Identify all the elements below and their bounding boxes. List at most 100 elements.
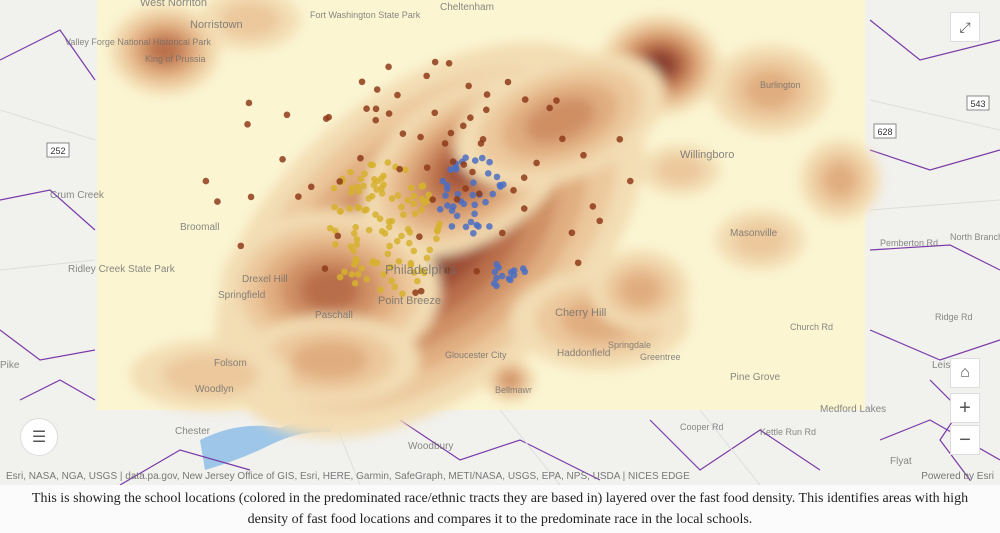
- school-point: [388, 195, 396, 202]
- school-point: [307, 183, 315, 191]
- school-point: [322, 115, 330, 122]
- place-label: Woodlyn: [195, 384, 234, 395]
- school-point: [336, 178, 344, 185]
- school-point: [423, 72, 430, 80]
- place-label: Drexel Hill: [242, 274, 288, 285]
- school-point: [429, 196, 436, 203]
- school-point: [404, 196, 412, 204]
- school-point: [420, 269, 428, 277]
- school-point: [486, 158, 493, 166]
- school-point: [471, 157, 479, 164]
- school-point: [367, 161, 375, 168]
- density-band: [822, 162, 858, 198]
- school-point: [448, 223, 456, 230]
- school-point: [348, 271, 356, 278]
- school-point: [499, 229, 506, 237]
- school-point: [357, 154, 364, 162]
- school-point: [454, 190, 462, 198]
- school-point: [405, 239, 413, 247]
- school-point: [350, 260, 358, 268]
- school-point: [385, 63, 392, 71]
- school-point: [385, 110, 393, 117]
- school-point: [426, 246, 434, 254]
- school-point: [334, 232, 342, 240]
- school-point: [336, 273, 344, 281]
- school-point: [449, 203, 457, 210]
- place-label: Woodbury: [408, 441, 453, 452]
- school-point: [384, 159, 392, 166]
- place-label: Ridge Rd: [935, 312, 973, 322]
- school-point: [369, 259, 376, 267]
- school-point: [521, 268, 529, 276]
- school-point: [417, 133, 424, 141]
- school-point: [357, 175, 365, 183]
- school-point: [321, 265, 329, 272]
- school-point: [482, 198, 489, 206]
- school-point: [425, 191, 432, 199]
- place-label: North Branch: [950, 232, 1000, 242]
- school-point: [478, 154, 486, 162]
- school-point: [493, 274, 500, 282]
- school-point: [470, 229, 477, 237]
- school-point: [417, 287, 425, 295]
- school-point: [363, 105, 370, 113]
- school-point: [546, 104, 553, 112]
- school-point: [350, 230, 358, 237]
- school-point: [462, 223, 470, 231]
- school-point: [245, 99, 253, 107]
- school-point: [386, 242, 393, 250]
- school-point: [388, 277, 395, 285]
- route-number: 252: [50, 146, 65, 156]
- school-point: [352, 224, 359, 231]
- home-button[interactable]: ⌂: [950, 358, 980, 388]
- zoom-in-button[interactable]: +: [950, 393, 980, 423]
- route-shield: [46, 142, 70, 158]
- school-point: [365, 226, 373, 234]
- school-point: [445, 59, 453, 67]
- school-point: [326, 224, 334, 232]
- school-point: [202, 177, 210, 185]
- place-label: Crum Creek: [50, 190, 105, 201]
- school-point: [385, 223, 393, 231]
- school-point: [493, 282, 500, 290]
- density-band: [150, 37, 180, 63]
- place-label: Willingboro: [680, 149, 734, 161]
- place-label: Haddonfield: [557, 348, 610, 359]
- fullscreen-button[interactable]: ⤢: [950, 12, 980, 42]
- school-point: [449, 158, 457, 165]
- school-point: [439, 177, 447, 185]
- school-point: [372, 105, 380, 113]
- school-point: [423, 254, 431, 262]
- legend-button[interactable]: ☰: [20, 418, 58, 456]
- density-band: [291, 340, 369, 380]
- school-point: [486, 223, 493, 230]
- roads: [0, 99, 1000, 485]
- place-label: Greentree: [640, 352, 681, 362]
- school-point: [462, 185, 469, 192]
- school-point: [387, 263, 394, 271]
- route-shields: 252 543 628: [46, 95, 990, 158]
- school-point: [373, 86, 381, 93]
- place-label: Broomall: [180, 222, 219, 233]
- school-point: [589, 203, 597, 210]
- place-label: Flyat: [890, 456, 912, 467]
- school-point: [398, 203, 405, 211]
- zoom-out-button[interactable]: −: [950, 425, 980, 455]
- school-point: [380, 271, 387, 278]
- school-point: [395, 257, 403, 265]
- school-point: [411, 210, 419, 217]
- place-label: West Norriton: [140, 0, 207, 9]
- school-point: [580, 151, 587, 159]
- school-point: [214, 198, 221, 205]
- school-points: [202, 58, 634, 298]
- school-point: [400, 211, 407, 218]
- school-point: [410, 269, 418, 276]
- density-band: [220, 2, 280, 38]
- school-point: [410, 247, 418, 255]
- place-label: Valley Forge National Historical Park: [65, 37, 211, 47]
- school-point: [391, 283, 399, 291]
- school-point: [407, 259, 415, 267]
- school-point: [452, 164, 460, 171]
- school-point: [244, 121, 251, 128]
- density-band: [501, 372, 519, 388]
